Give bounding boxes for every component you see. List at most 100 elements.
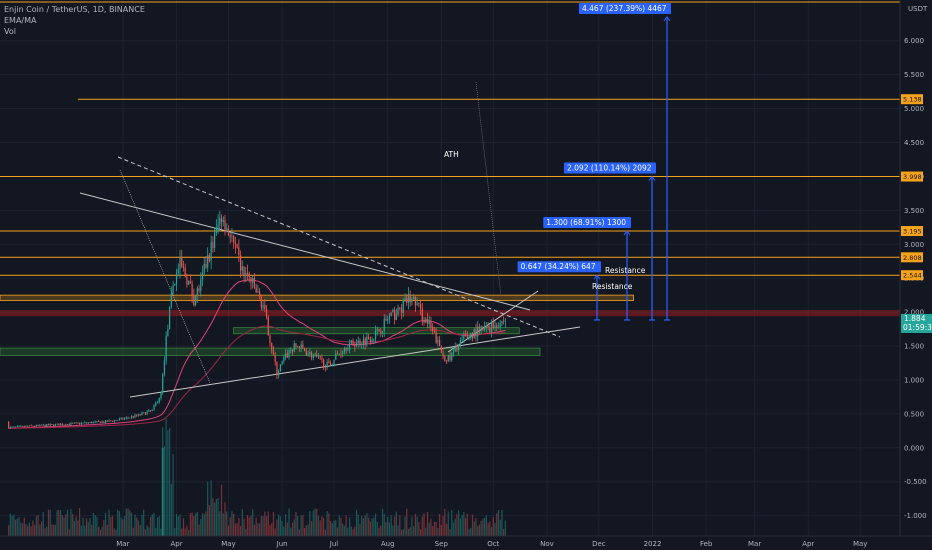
- candle-body: [104, 420, 107, 423]
- candle-body: [94, 421, 96, 423]
- volume-bar: [108, 509, 110, 536]
- volume-bar: [245, 528, 247, 536]
- candle-body: [73, 422, 76, 424]
- volume-bar: [205, 511, 207, 536]
- volume-bar: [212, 498, 214, 536]
- candle-body: [75, 422, 77, 424]
- volume-bar: [220, 484, 223, 536]
- volume-bar: [79, 508, 81, 536]
- volume-bar: [175, 513, 178, 536]
- volume-bar: [357, 514, 359, 536]
- volume-bar: [129, 510, 131, 536]
- price-axis[interactable]: 5.138 3.998 3.195 2.808 2.544 USDT -1.000 -0.50…: [899, 0, 932, 550]
- volume-bar: [184, 528, 186, 536]
- volume-bar: [387, 516, 389, 536]
- target-measurements: 0.647 (34.24%) 647 1.300 (68.91%) 1300 2.0…: [517, 2, 671, 321]
- volume-bar: [63, 517, 65, 536]
- volume-bar: [439, 513, 441, 536]
- candle-body: [115, 420, 117, 422]
- volume-bar: [186, 525, 188, 536]
- volume-bar: [349, 517, 351, 536]
- candle-body: [186, 276, 188, 285]
- volume-bar: [96, 516, 98, 536]
- candle-body: [361, 344, 363, 346]
- volume-bar: [371, 518, 373, 536]
- volume-bar: [333, 520, 335, 536]
- volume-bar: [193, 515, 195, 536]
- volume-bar: [309, 511, 311, 536]
- time-tick-label: May: [221, 540, 235, 548]
- price-tick-label: 3.500: [904, 207, 924, 215]
- candle-body: [89, 422, 91, 423]
- candle-body: [456, 345, 458, 351]
- symbol-title[interactable]: Enjin Coin / TetherUS, 1D, BINANCE: [4, 5, 145, 14]
- level-price-tag-text: 2.544: [903, 272, 922, 280]
- volume-bar: [32, 520, 34, 536]
- candle-body: [475, 328, 477, 337]
- volume-bar: [252, 509, 254, 536]
- candle-body: [203, 263, 205, 273]
- volume-bar: [87, 522, 89, 536]
- candle-body: [177, 269, 179, 273]
- time-tick-label: Mar: [116, 540, 129, 548]
- volume-bar: [59, 510, 62, 536]
- candle-body: [349, 342, 351, 350]
- target-arrowhead: [648, 175, 656, 181]
- candle-body: [407, 294, 410, 303]
- volume-bar: [160, 528, 162, 536]
- price-tick-label: 0.500: [904, 410, 924, 418]
- candle-body: [141, 412, 143, 415]
- volume-bar: [343, 525, 346, 536]
- candle-body: [245, 273, 247, 277]
- volume-bar: [72, 513, 74, 536]
- price-tick-label: 3.000: [904, 241, 924, 249]
- volume-bar: [404, 516, 406, 536]
- volume-bar: [416, 516, 418, 536]
- volume-bar: [172, 454, 174, 536]
- candle-body: [333, 359, 335, 365]
- candle-body: [229, 235, 231, 237]
- volume-bar: [23, 517, 25, 536]
- volume-bar: [350, 526, 352, 536]
- candle-body: [84, 422, 86, 424]
- price-tick-label: 4.500: [904, 139, 924, 147]
- volume-bar: [305, 525, 307, 536]
- candle-body: [376, 328, 378, 331]
- time-tick-label: Jul: [329, 540, 339, 548]
- candle-body: [59, 424, 62, 426]
- volume-bar: [188, 529, 190, 536]
- candle-body: [316, 354, 318, 357]
- candle-body: [165, 335, 167, 361]
- volume-bar: [148, 527, 150, 536]
- volume-bar: [336, 527, 339, 536]
- volume-bar: [89, 518, 91, 536]
- candle-body: [257, 291, 259, 293]
- ema-ma-indicator-label[interactable]: EMA/MA: [4, 16, 37, 25]
- time-tick-label: Sep: [435, 540, 449, 548]
- candle-body: [279, 364, 281, 372]
- candle-body: [61, 424, 63, 425]
- candle-body: [11, 426, 13, 428]
- trendlines: [79, 81, 581, 398]
- price-tick-label: 2.000: [904, 309, 924, 317]
- candle-body: [215, 227, 217, 233]
- candle-body: [32, 425, 34, 427]
- candle-body: [21, 425, 24, 427]
- candle-body: [338, 353, 340, 355]
- volume-bar: [414, 513, 416, 536]
- candle-body: [466, 336, 468, 338]
- candle-body: [310, 352, 313, 358]
- candle-body: [265, 308, 268, 317]
- candle-body: [496, 325, 498, 328]
- volume-bar: [340, 517, 342, 536]
- volume-bar: [104, 512, 107, 536]
- volume-indicator-label[interactable]: Vol: [4, 27, 16, 36]
- candle-body: [300, 344, 302, 348]
- volume-bar: [233, 513, 235, 536]
- candle-body: [255, 287, 257, 293]
- time-axis[interactable]: Mar Apr May Jun Jul Aug Sep Oct Nov Dec 2022 Feb Mar…: [0, 535, 932, 550]
- candle-body: [210, 242, 212, 261]
- candle-body: [184, 267, 186, 277]
- volume-bar: [151, 514, 153, 536]
